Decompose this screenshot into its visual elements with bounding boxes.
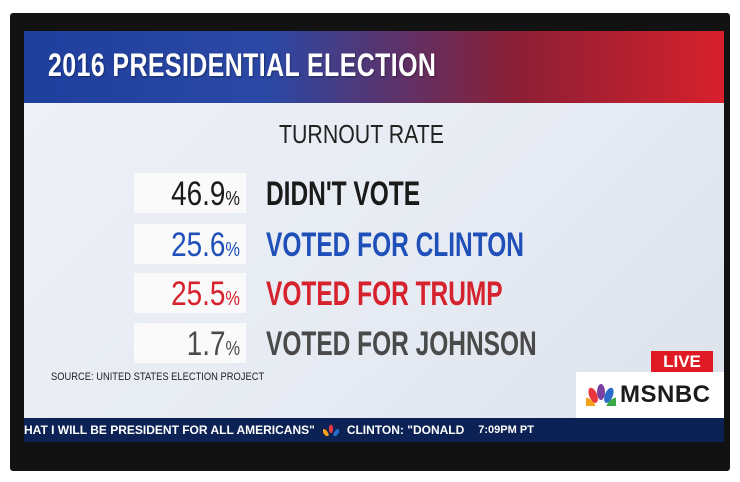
- percent-box: 25.6%: [134, 224, 246, 264]
- subtitle: TURNOUT RATE: [279, 119, 445, 149]
- stat-row-johnson: 1.7% VOTED FOR JOHNSON: [134, 323, 654, 363]
- live-badge: LIVE: [651, 351, 713, 372]
- peacock-icon: [586, 384, 616, 406]
- tv-screen: 2016 PRESIDENTIAL ELECTION TURNOUT RATE …: [24, 31, 724, 442]
- news-ticker: HAT I WILL BE PRESIDENT FOR ALL AMERICAN…: [24, 418, 724, 442]
- source-note: SOURCE: UNITED STATES ELECTION PROJECT: [51, 371, 265, 383]
- stat-row-didnt-vote: 46.9% DIDN'T VOTE: [134, 173, 654, 213]
- stat-label: DIDN'T VOTE: [266, 175, 421, 213]
- percent-value: 1.7%: [186, 325, 240, 363]
- ticker-text-left: HAT I WILL BE PRESIDENT FOR ALL AMERICAN…: [24, 423, 315, 437]
- stat-label: VOTED FOR CLINTON: [266, 226, 524, 264]
- percent-value: 25.6%: [171, 226, 240, 264]
- stat-label: VOTED FOR JOHNSON: [266, 325, 537, 363]
- network-logo: MSNBC: [576, 372, 724, 418]
- header-banner: 2016 PRESIDENTIAL ELECTION: [24, 31, 724, 103]
- peacock-icon: [322, 424, 339, 436]
- percent-value: 25.5%: [171, 275, 240, 313]
- percent-value: 46.9%: [171, 175, 240, 213]
- tv-frame: 2016 PRESIDENTIAL ELECTION TURNOUT RATE …: [10, 13, 730, 471]
- ticker-time: 7:09PM PT: [478, 424, 534, 436]
- percent-box: 46.9%: [134, 173, 246, 213]
- page-title: 2016 PRESIDENTIAL ELECTION: [48, 47, 437, 83]
- percent-box: 1.7%: [134, 323, 246, 363]
- percent-box: 25.5%: [134, 273, 246, 313]
- stat-row-trump: 25.5% VOTED FOR TRUMP: [134, 273, 654, 313]
- ticker-text-right: CLINTON: "DONALD: [346, 423, 465, 437]
- network-name: MSNBC: [620, 381, 711, 408]
- stat-label: VOTED FOR TRUMP: [266, 275, 503, 313]
- stat-row-clinton: 25.6% VOTED FOR CLINTON: [134, 224, 654, 264]
